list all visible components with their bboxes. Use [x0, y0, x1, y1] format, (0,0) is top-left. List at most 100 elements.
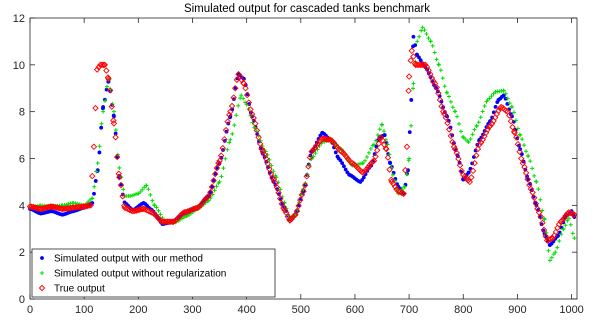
data-point — [547, 258, 552, 263]
data-point — [311, 144, 319, 152]
data-point — [407, 156, 412, 161]
data-point — [152, 203, 157, 208]
data-point — [448, 99, 453, 104]
data-point — [37, 205, 45, 213]
data-point — [113, 131, 118, 136]
data-point — [250, 114, 257, 122]
data-point — [509, 123, 516, 131]
data-point — [413, 43, 418, 47]
data-point — [124, 205, 132, 213]
data-point — [432, 50, 437, 55]
data-point — [552, 228, 560, 236]
data-point — [100, 61, 107, 69]
data-point — [377, 127, 382, 132]
data-point — [156, 208, 161, 213]
data-point — [47, 203, 54, 210]
data-point — [227, 140, 232, 145]
data-point — [391, 170, 396, 175]
data-point — [562, 212, 569, 220]
series-3 — [26, 47, 578, 244]
data-point — [540, 208, 545, 213]
y-tick-label: 8 — [19, 107, 25, 119]
data-point — [295, 202, 302, 210]
data-point — [132, 207, 140, 214]
data-point — [221, 136, 228, 143]
data-point — [103, 98, 108, 103]
data-point — [148, 192, 153, 197]
data-point — [542, 217, 547, 222]
data-point — [239, 93, 244, 98]
data-point — [280, 204, 287, 212]
data-point — [381, 129, 386, 134]
data-point — [518, 133, 523, 138]
data-point — [208, 183, 216, 191]
data-point — [497, 103, 505, 111]
data-point — [338, 158, 343, 163]
data-point — [261, 151, 268, 158]
data-point — [560, 214, 568, 222]
data-point — [375, 132, 380, 137]
data-point — [288, 215, 295, 223]
data-point — [272, 179, 279, 187]
data-point — [275, 187, 280, 192]
data-point — [493, 104, 498, 109]
x-tick-label: 100 — [75, 304, 93, 316]
data-point — [380, 122, 385, 127]
data-point — [396, 188, 404, 196]
data-point — [408, 47, 416, 55]
data-point — [223, 156, 228, 161]
data-point — [256, 140, 264, 148]
data-point — [92, 184, 97, 189]
data-point — [131, 207, 138, 215]
data-point — [379, 137, 386, 144]
data-point — [232, 123, 237, 128]
data-point — [383, 145, 390, 153]
data-point — [340, 161, 345, 166]
data-point — [90, 196, 95, 201]
data-point — [30, 203, 37, 211]
legend-box — [31, 248, 276, 298]
data-point — [117, 181, 125, 189]
x-tick-label: 600 — [346, 304, 364, 316]
data-point — [373, 138, 378, 143]
x-tick-label: 800 — [454, 304, 472, 316]
data-point — [221, 166, 226, 171]
data-point — [388, 176, 395, 184]
data-point — [140, 187, 145, 192]
data-point — [233, 76, 241, 84]
data-point — [538, 197, 543, 202]
data-point — [66, 202, 71, 207]
data-point — [241, 96, 246, 101]
data-point — [534, 179, 539, 184]
data-point — [501, 88, 506, 93]
data-point — [505, 101, 510, 106]
data-point — [511, 129, 518, 136]
data-point — [230, 94, 237, 101]
x-tick-label: 400 — [237, 304, 255, 316]
data-point — [557, 218, 564, 225]
data-point — [549, 255, 554, 260]
data-point — [474, 145, 482, 153]
data-point — [438, 68, 443, 73]
data-point — [275, 189, 282, 197]
x-axis: 0 100 200 300 400 500 600 700 800 900 1000 — [27, 18, 584, 316]
data-point — [243, 91, 251, 99]
data-point — [484, 126, 491, 133]
data-point — [400, 190, 407, 197]
data-point — [363, 158, 368, 163]
data-point — [219, 144, 227, 152]
data-point — [214, 184, 219, 189]
data-point — [420, 61, 427, 69]
data-point — [303, 173, 310, 180]
data-point — [112, 114, 116, 119]
legend-label: True output — [54, 284, 105, 295]
data-point — [487, 122, 494, 129]
data-point — [343, 167, 348, 172]
data-point — [547, 235, 554, 243]
data-point — [568, 222, 573, 227]
data-point — [368, 146, 373, 151]
data-point — [40, 205, 48, 212]
data-point — [110, 117, 117, 124]
data-point — [196, 203, 203, 210]
data-point — [278, 187, 283, 192]
